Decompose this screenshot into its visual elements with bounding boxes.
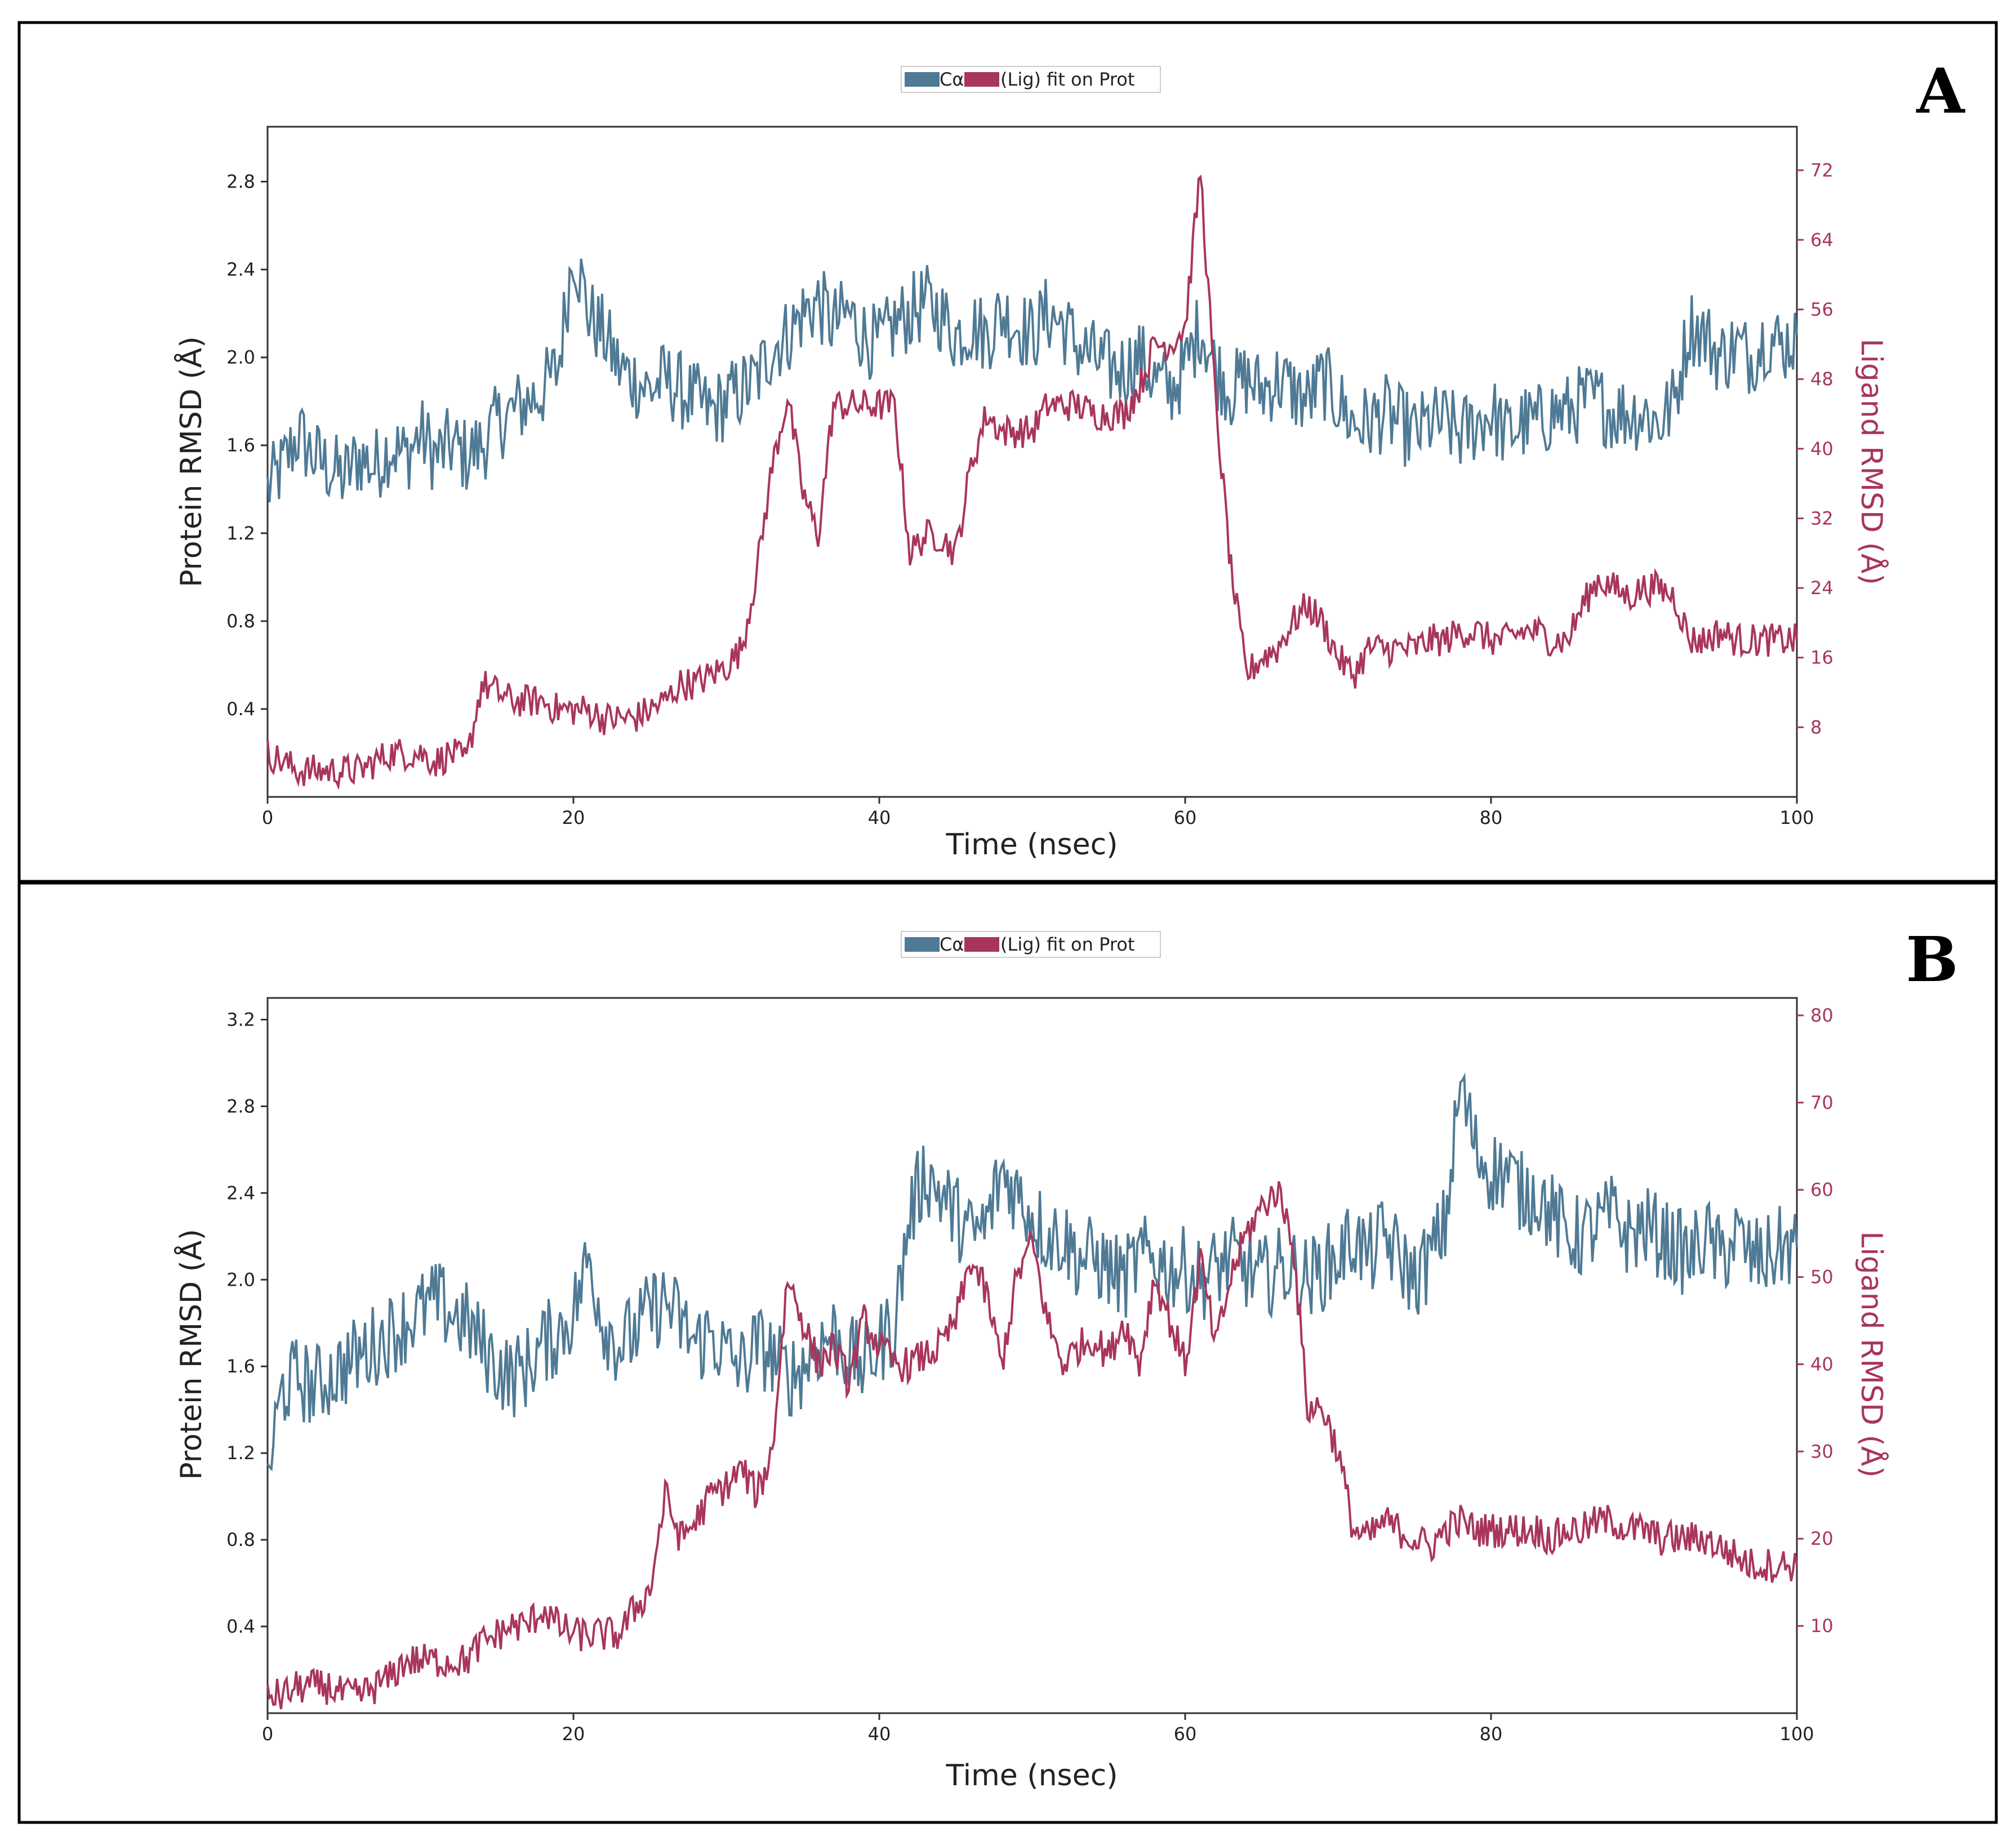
y-right-tick-label-b: 80 [1810,1005,1833,1026]
x-tick-label-b: 100 [1779,1723,1814,1745]
protein-rmsd-line-a [266,258,1798,502]
y-left-tick-label-a: 0.8 [226,610,255,632]
left-ticks-b: 0.4 0.8 1.2 1.6 2.0 2.4 2.8 3.2 [226,1009,268,1637]
y-right-tick-label-b: 50 [1810,1267,1833,1288]
y-left-tick-label-b: 1.6 [226,1356,255,1377]
x-axis-label-a: Time (nsec) [946,828,1118,862]
y-axis-right-label-b: Ligand RMSD (Å) [1854,1231,1889,1478]
y-axis-left-label-a: Protein RMSD (Å) [173,336,208,587]
plot-area-b [266,997,1798,1714]
legend-b: Cα (Lig) fit on Prot [901,931,1161,958]
y-left-tick-label-b: 2.8 [226,1095,255,1117]
x-axis-label-b: Time (nsec) [946,1759,1118,1793]
chart-b: B Cα (Lig) fit on Prot 0 20 40 60 80 100 0.40… [173,923,1958,1793]
legend-b-protein-swatch [905,937,940,952]
y-right-tick-label-a: 56 [1810,299,1833,320]
x-tick-label-b: 0 [262,1723,273,1745]
y-axis-right-label-a: Ligand RMSD (Å) [1854,338,1889,585]
chart-a: A Cα (Lig) fit on Prot 0 20 40 60 80 100 0.40… [173,55,1965,862]
x-tick-label-a: 100 [1779,807,1814,828]
y-right-tick-label-b: 40 [1810,1353,1833,1375]
y-right-tick-label-a: 40 [1810,438,1833,460]
y-right-tick-label-a: 24 [1810,577,1833,599]
x-tick-label-a: 20 [562,807,585,828]
y-right-tick-label-b: 20 [1810,1528,1833,1549]
right-ticks-b: 10 20 30 40 50 60 70 80 [1797,1005,1833,1637]
legend-a-ligand-label: (Lig) fit on Prot [1000,69,1134,90]
legend-b-ligand-label: (Lig) fit on Prot [1000,934,1134,955]
y-right-tick-label-a: 48 [1810,368,1833,390]
legend-b-ligand-swatch [964,937,999,952]
x-ticks-a: 0 20 40 60 80 100 [262,797,1814,828]
y-left-tick-label-a: 2.8 [226,171,255,193]
y-left-tick-label-a: 2.4 [226,259,255,280]
y-left-tick-label-a: 2.0 [226,347,255,368]
y-left-tick-label-b: 2.4 [226,1182,255,1203]
plot-area-a [266,126,1798,798]
legend-a-protein-label: Cα [940,69,964,90]
y-left-tick-label-a: 1.2 [226,523,255,544]
y-right-tick-label-a: 72 [1810,159,1833,181]
y-left-tick-label-b: 2.0 [226,1269,255,1290]
panel-a-frame [17,21,1998,883]
protein-rmsd-line-b [266,1072,1798,1472]
y-left-tick-label-b: 3.2 [226,1009,255,1030]
panel-b-frame [17,881,1998,1824]
x-ticks-b: 0 20 40 60 80 100 [262,1713,1814,1745]
legend-b-protein-label: Cα [940,934,964,955]
y-left-tick-label-b: 0.8 [226,1529,255,1550]
x-tick-label-a: 40 [868,807,891,828]
y-axis-left-label-b: Protein RMSD (Å) [173,1229,208,1480]
ligand-rmsd-line-a [266,175,1798,791]
y-right-tick-label-a: 32 [1810,507,1833,529]
panel-label-b: B [1906,923,1959,996]
x-tick-label-b: 60 [1174,1723,1197,1745]
legend-a-box [901,66,1161,93]
y-right-tick-label-b: 60 [1810,1179,1833,1201]
y-right-tick-label-a: 16 [1810,647,1833,668]
x-tick-label-a: 60 [1174,807,1197,828]
legend-b-box [901,931,1161,958]
y-right-tick-label-b: 10 [1810,1615,1833,1637]
left-ticks-a: 0.4 0.8 1.2 1.6 2.0 2.4 2.8 [226,171,268,720]
ligand-rmsd-line-b [266,1181,1798,1710]
x-tick-label-b: 80 [1480,1723,1503,1745]
x-tick-label-b: 20 [562,1723,585,1745]
y-left-tick-label-a: 0.4 [226,698,255,720]
right-ticks-a: 8 16 24 32 40 48 56 64 72 [1797,159,1833,738]
y-right-tick-label-a: 64 [1810,229,1833,251]
y-left-tick-label-b: 1.2 [226,1442,255,1464]
panel-label-a: A [1916,55,1965,127]
legend-a-protein-swatch [905,72,940,87]
x-tick-label-a: 80 [1480,807,1503,828]
x-tick-label-b: 40 [868,1723,891,1745]
y-right-tick-label-b: 70 [1810,1092,1833,1113]
y-right-tick-label-a: 8 [1810,716,1822,738]
y-right-tick-label-b: 30 [1810,1441,1833,1462]
legend-a: Cα (Lig) fit on Prot [901,66,1161,93]
y-left-tick-label-b: 0.4 [226,1616,255,1637]
legend-a-ligand-swatch [964,72,999,87]
x-tick-label-a: 0 [262,807,273,828]
y-left-tick-label-a: 1.6 [226,435,255,456]
